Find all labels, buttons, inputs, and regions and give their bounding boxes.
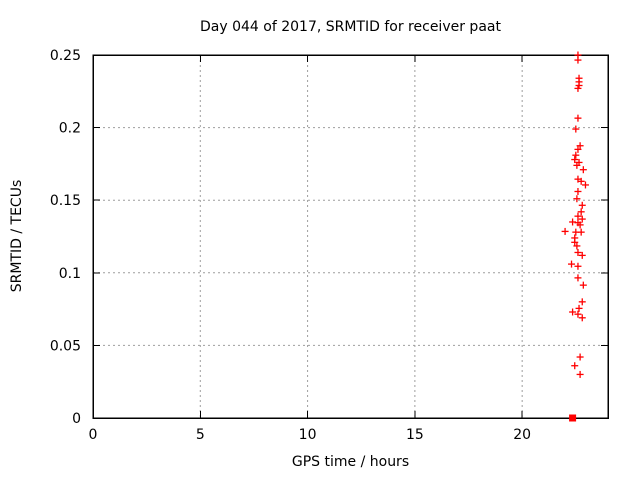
x-axis-label: GPS time / hours: [291, 454, 410, 470]
chart-title: Day 044 of 2017, SRMTID for receiver paa…: [200, 19, 501, 35]
x-tick-label: 0: [89, 427, 98, 443]
y-tick-label: 0.05: [50, 338, 81, 354]
data-point-square: [569, 414, 577, 422]
y-tick-label: 0.25: [50, 48, 81, 64]
series-zero-level-marker: [569, 414, 577, 422]
x-tick-label: 5: [196, 427, 205, 443]
y-tick-label: 0: [72, 411, 81, 427]
plot-border: [92, 54, 609, 419]
y-tick-label: 0.1: [59, 266, 81, 282]
x-tick-label: 20: [513, 427, 531, 443]
x-tick-label: 10: [299, 427, 317, 443]
x-tick-label: 15: [406, 427, 424, 443]
series-srmtid-values: [561, 51, 589, 378]
y-tick-label: 0.2: [59, 121, 81, 137]
y-tick-label: 0.15: [50, 193, 81, 209]
